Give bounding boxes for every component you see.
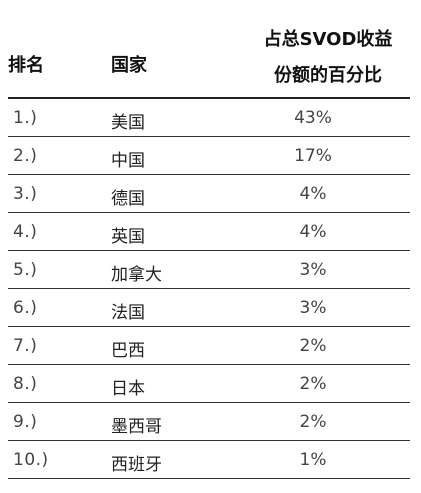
country-cell: 加拿大 (111, 265, 162, 285)
header-country: 国家 (111, 55, 147, 76)
rank-cell: 6.) (13, 298, 38, 318)
country-cell: 巴西 (111, 341, 145, 361)
table-row: 5.) 加拿大 3% (8, 251, 410, 289)
country-cell: 法国 (111, 303, 145, 323)
table-row: 3.) 德国 4% (8, 175, 410, 213)
share-cell: 4% (299, 222, 327, 242)
country-cell: 墨西哥 (111, 417, 162, 437)
share-cell: 4% (299, 184, 327, 204)
table-row: 8.) 日本 2% (8, 365, 410, 403)
country-cell: 英国 (111, 227, 145, 247)
share-cell: 2% (299, 336, 327, 356)
rank-cell: 8.) (13, 374, 38, 394)
country-cell: 美国 (111, 113, 145, 133)
header-svod-share: 占总SVOD收益 份额的百分比 (248, 22, 408, 94)
rank-cell: 1.) (13, 108, 38, 128)
share-cell: 43% (294, 108, 332, 128)
table-header: 排名 国家 占总SVOD收益 份额的百分比 (8, 0, 410, 99)
header-svod-share-line1: 占总SVOD收益 (263, 29, 393, 50)
header-svod-share-line2: 份额的百分比 (274, 65, 382, 86)
share-cell: 3% (299, 298, 327, 318)
country-cell: 中国 (111, 151, 145, 171)
country-cell: 德国 (111, 189, 145, 209)
share-cell: 2% (299, 374, 327, 394)
rank-cell: 5.) (13, 260, 38, 280)
rank-cell: 7.) (13, 336, 38, 356)
rank-cell: 3.) (13, 184, 38, 204)
rank-cell: 2.) (13, 146, 38, 166)
table-body: 1.) 美国 43% 2.) 中国 17% 3.) 德国 4% 4.) 英国 4% 5.) 加拿大 3% 6.… (8, 99, 410, 479)
table-row: 4.) 英国 4% (8, 213, 410, 251)
header-rank: 排名 (8, 55, 44, 76)
rank-cell: 4.) (13, 222, 38, 242)
table-row: 9.) 墨西哥 2% (8, 403, 410, 441)
share-cell: 3% (299, 260, 327, 280)
svod-ranking-table: 排名 国家 占总SVOD收益 份额的百分比 1.) 美国 43% 2.) 中国 17% 3.… (8, 0, 410, 479)
table-row: 10.) 西班牙 1% (8, 441, 410, 479)
table-row: 6.) 法国 3% (8, 289, 410, 327)
table-row: 2.) 中国 17% (8, 137, 410, 175)
rank-cell: 9.) (13, 412, 38, 432)
share-cell: 17% (294, 146, 332, 166)
rank-cell: 10.) (13, 450, 49, 470)
table-row: 1.) 美国 43% (8, 99, 410, 137)
share-cell: 1% (299, 450, 327, 470)
country-cell: 西班牙 (111, 455, 162, 475)
table-row: 7.) 巴西 2% (8, 327, 410, 365)
country-cell: 日本 (111, 379, 145, 399)
share-cell: 2% (299, 412, 327, 432)
